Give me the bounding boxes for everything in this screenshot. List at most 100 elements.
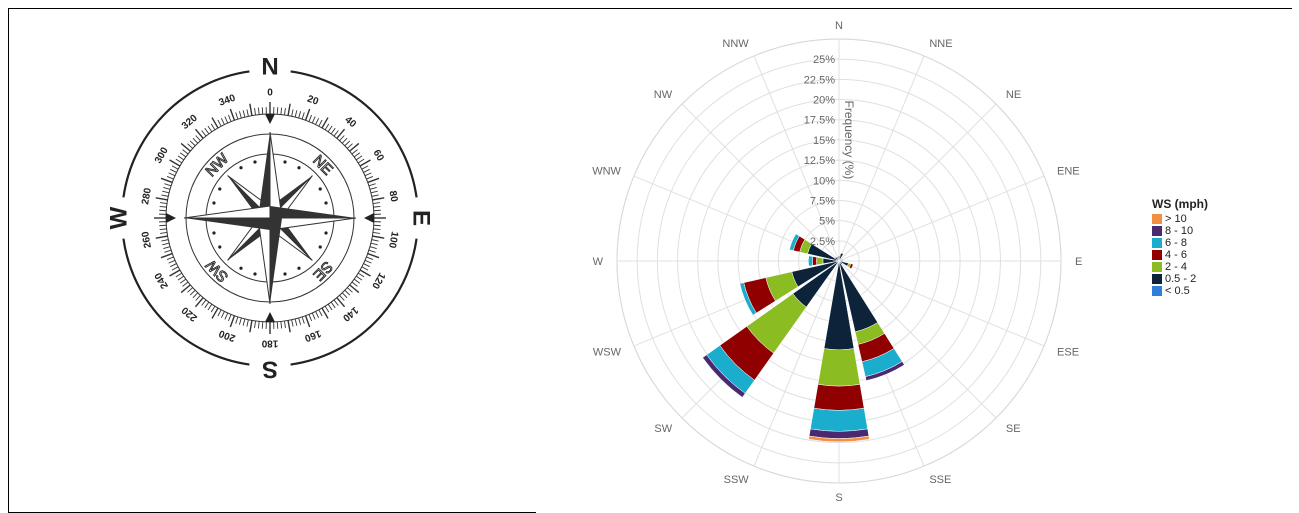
degree-tick xyxy=(155,235,168,239)
legend-item[interactable]: 8 - 10 xyxy=(1152,225,1208,237)
direction-label-sw: SW xyxy=(654,423,672,435)
degree-tick xyxy=(168,172,176,177)
degree-tick xyxy=(369,246,377,250)
degree-tick xyxy=(169,159,181,167)
degree-tick xyxy=(249,320,253,333)
degree-tick xyxy=(371,239,379,242)
sector-w xyxy=(812,256,818,266)
direction-label-e: E xyxy=(1075,256,1082,268)
degree-tick xyxy=(229,108,236,121)
degree-tick xyxy=(162,242,170,246)
degree-tick xyxy=(235,316,239,324)
legend-item[interactable]: 0.5 - 2 xyxy=(1152,273,1208,285)
grid-spoke xyxy=(838,260,1045,347)
compass-dot xyxy=(318,187,322,191)
wind-rose-chart: 2.5% 5% 7.5% 10% 12.5% 15% 17.5% 20% 22.5% 25% Fre… xyxy=(592,20,1082,504)
compass-dot xyxy=(212,201,216,205)
degree-label: 80 xyxy=(387,190,400,203)
star-point-major xyxy=(270,206,356,218)
sector-wnw xyxy=(789,233,800,251)
degree-tick xyxy=(301,112,305,120)
degree-label: 260 xyxy=(140,230,154,249)
legend-swatch xyxy=(1152,214,1162,224)
legend-item[interactable]: 2 - 4 xyxy=(1152,261,1208,273)
degree-tick xyxy=(367,177,380,184)
radial-tick-label: 20% xyxy=(813,95,835,107)
degree-tick xyxy=(311,116,316,124)
radial-tick-label: 10% xyxy=(813,175,835,187)
degree-tick xyxy=(308,114,312,122)
direction-label-ese: ESE xyxy=(1057,346,1079,358)
degree-tick xyxy=(160,232,168,234)
degree-tick xyxy=(294,318,298,326)
degree-tick xyxy=(372,202,380,204)
degree-label: 60 xyxy=(371,148,386,164)
legend-label: > 10 xyxy=(1165,213,1187,225)
degree-tick xyxy=(201,130,207,137)
compass-rose-figure: 0 20 40 60 80 100 120 140 160 180 200 220 240 260 280 3… xyxy=(105,53,434,382)
legend-item[interactable]: 6 - 8 xyxy=(1152,237,1208,249)
legend-swatch xyxy=(1152,262,1162,272)
degree-label: 100 xyxy=(386,231,400,250)
degree-tick xyxy=(372,232,380,234)
degree-tick xyxy=(351,149,358,155)
legend-item[interactable]: < 0.5 xyxy=(1152,285,1208,297)
degree-tick xyxy=(366,256,374,260)
degree-label: 240 xyxy=(153,270,171,290)
radial-tick-label: 2.5% xyxy=(810,236,835,248)
legend-label: 2 - 4 xyxy=(1165,261,1188,273)
degree-tick xyxy=(242,110,246,118)
degree-tick xyxy=(211,117,219,129)
degree-tick xyxy=(344,140,351,147)
degree-tick xyxy=(370,242,378,246)
degree-tick xyxy=(357,272,365,278)
degree-tick xyxy=(353,152,361,158)
sector-nnw xyxy=(836,256,840,262)
degree-tick xyxy=(349,142,360,152)
cardinal-label: N xyxy=(261,53,278,80)
degree-tick xyxy=(217,309,222,317)
degree-tick xyxy=(284,320,286,328)
direction-label-w: W xyxy=(593,256,604,268)
degree-tick xyxy=(177,275,185,281)
radial-tick-label: 5% xyxy=(819,216,835,228)
degree-tick xyxy=(160,177,173,184)
degree-tick xyxy=(355,155,363,161)
intercardinal-label: SE xyxy=(310,258,336,284)
degree-tick xyxy=(298,317,302,325)
star-point-major xyxy=(269,217,357,231)
degree-tick xyxy=(187,143,194,149)
sector-w xyxy=(808,255,814,267)
legend-label: < 0.5 xyxy=(1165,285,1190,297)
degree-tick xyxy=(171,165,179,170)
legend-item[interactable]: > 10 xyxy=(1152,213,1208,225)
compass-dot xyxy=(212,231,216,235)
grid-spoke xyxy=(838,260,997,419)
compass-dot xyxy=(239,166,243,170)
degree-tick xyxy=(333,130,339,137)
degree-tick xyxy=(246,109,249,117)
degree-tick xyxy=(291,319,294,327)
direction-label-sse: SSE xyxy=(929,474,951,486)
degree-label: 320 xyxy=(180,112,200,131)
degree-tick xyxy=(189,140,196,147)
grid-spoke xyxy=(753,260,840,467)
degree-tick xyxy=(164,249,172,253)
legend-item[interactable]: 4 - 6 xyxy=(1152,249,1208,261)
compass-dot xyxy=(318,245,322,249)
degree-tick xyxy=(346,287,353,293)
star-point-major xyxy=(183,205,271,219)
degree-tick xyxy=(346,143,353,149)
direction-label-ssw: SSW xyxy=(724,474,750,486)
degree-tick xyxy=(304,315,311,328)
degree-tick xyxy=(207,303,213,311)
degree-tick xyxy=(160,202,168,204)
degree-tick xyxy=(324,305,330,313)
degree-tick xyxy=(368,183,376,187)
degree-tick xyxy=(341,137,348,144)
degree-tick xyxy=(194,128,204,139)
degree-tick xyxy=(318,309,323,317)
degree-tick xyxy=(182,281,189,287)
degree-label: 340 xyxy=(218,92,238,108)
degree-tick xyxy=(159,228,167,231)
